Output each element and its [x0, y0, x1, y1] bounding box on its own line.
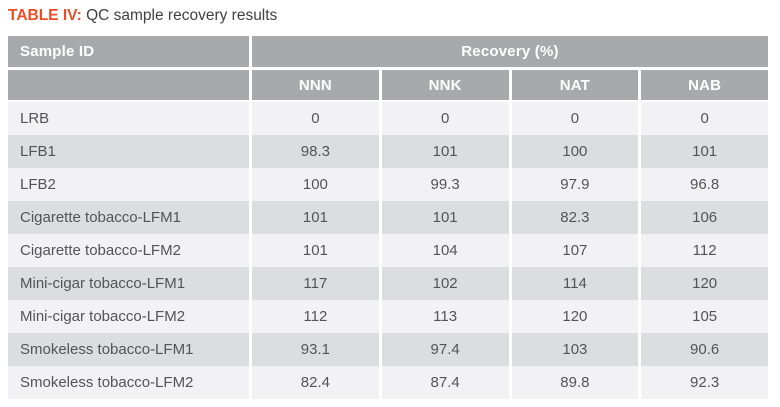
table-row: Mini-cigar tobacco-LFM1 117 102 114 120: [8, 267, 768, 300]
recovery-value-cell: 93.1: [252, 333, 379, 366]
table-subheader-row: NNN NNK NAT NAB: [8, 70, 768, 100]
table-row: LFB1 98.3 101 100 101: [8, 135, 768, 168]
table-caption-label: TABLE IV:: [8, 7, 82, 24]
recovery-value-cell: 101: [381, 201, 509, 234]
sample-id-cell: Smokeless tobacco-LFM1: [8, 333, 249, 366]
recovery-value-cell: 99.3: [381, 168, 509, 201]
recovery-value-cell: 82.4: [252, 366, 379, 399]
column-header-nnk: NNK: [381, 70, 509, 100]
recovery-value-cell: 103: [511, 333, 639, 366]
recovery-value-cell: 89.8: [511, 366, 639, 399]
sample-id-cell: Cigarette tobacco-LFM2: [8, 234, 249, 267]
recovery-value-cell: 97.4: [381, 333, 509, 366]
table-row: Cigarette tobacco-LFM2 101 104 107 112: [8, 234, 768, 267]
recovery-value-cell: 113: [381, 300, 509, 333]
header-recovery-group: Recovery (%): [252, 36, 768, 67]
recovery-value-cell: 90.6: [641, 333, 768, 366]
table-header-row: Sample ID Recovery (%): [8, 36, 768, 67]
table-row: Mini-cigar tobacco-LFM2 112 113 120 105: [8, 300, 768, 333]
sample-id-cell: Cigarette tobacco-LFM1: [8, 201, 249, 234]
header-sample-id: Sample ID: [8, 36, 249, 67]
recovery-value-cell: 100: [511, 135, 639, 168]
table-row: Cigarette tobacco-LFM1 101 101 82.3 106: [8, 201, 768, 234]
recovery-value-cell: 101: [641, 135, 768, 168]
recovery-value-cell: 101: [252, 201, 379, 234]
recovery-value-cell: 107: [511, 234, 639, 267]
column-header-nab: NAB: [641, 70, 768, 100]
sample-id-cell: LFB1: [8, 135, 249, 168]
table-row: Smokeless tobacco-LFM2 82.4 87.4 89.8 92.3: [8, 366, 768, 399]
recovery-value-cell: 105: [641, 300, 768, 333]
recovery-value-cell: 114: [511, 267, 639, 300]
recovery-value-cell: 112: [252, 300, 379, 333]
table-caption: TABLE IV: QC sample recovery results: [8, 6, 277, 26]
recovery-value-cell: 112: [641, 234, 768, 267]
recovery-value-cell: 117: [252, 267, 379, 300]
column-header-nnn: NNN: [252, 70, 379, 100]
sample-id-cell: LFB2: [8, 168, 249, 201]
sample-id-cell: Smokeless tobacco-LFM2: [8, 366, 249, 399]
recovery-value-cell: 0: [252, 102, 379, 135]
recovery-value-cell: 120: [511, 300, 639, 333]
recovery-value-cell: 96.8: [641, 168, 768, 201]
sample-id-cell: LRB: [8, 102, 249, 135]
recovery-value-cell: 82.3: [511, 201, 639, 234]
recovery-value-cell: 106: [641, 201, 768, 234]
sample-id-cell: Mini-cigar tobacco-LFM1: [8, 267, 249, 300]
recovery-value-cell: 102: [381, 267, 509, 300]
recovery-value-cell: 0: [381, 102, 509, 135]
recovery-value-cell: 120: [641, 267, 768, 300]
recovery-value-cell: 0: [511, 102, 639, 135]
recovery-value-cell: 104: [381, 234, 509, 267]
qc-recovery-table: Sample ID Recovery (%) NNN NNK NAT NAB LRB 0…: [8, 36, 768, 399]
table-row: LRB 0 0 0 0: [8, 102, 768, 135]
recovery-value-cell: 101: [252, 234, 379, 267]
column-header-nat: NAT: [511, 70, 639, 100]
recovery-value-cell: 100: [252, 168, 379, 201]
table-body: LRB 0 0 0 0 LFB1 98.3 101 100 101 LFB2 100 99.3 97.9 9…: [8, 102, 768, 399]
table-row: LFB2 100 99.3 97.9 96.8: [8, 168, 768, 201]
recovery-value-cell: 87.4: [381, 366, 509, 399]
subheader-blank-cell: [8, 70, 249, 100]
recovery-value-cell: 92.3: [641, 366, 768, 399]
recovery-value-cell: 0: [641, 102, 768, 135]
table-caption-text: QC sample recovery results: [81, 7, 278, 24]
table-row: Smokeless tobacco-LFM1 93.1 97.4 103 90.6: [8, 333, 768, 366]
recovery-value-cell: 98.3: [252, 135, 379, 168]
recovery-value-cell: 97.9: [511, 168, 639, 201]
recovery-value-cell: 101: [381, 135, 509, 168]
sample-id-cell: Mini-cigar tobacco-LFM2: [8, 300, 249, 333]
